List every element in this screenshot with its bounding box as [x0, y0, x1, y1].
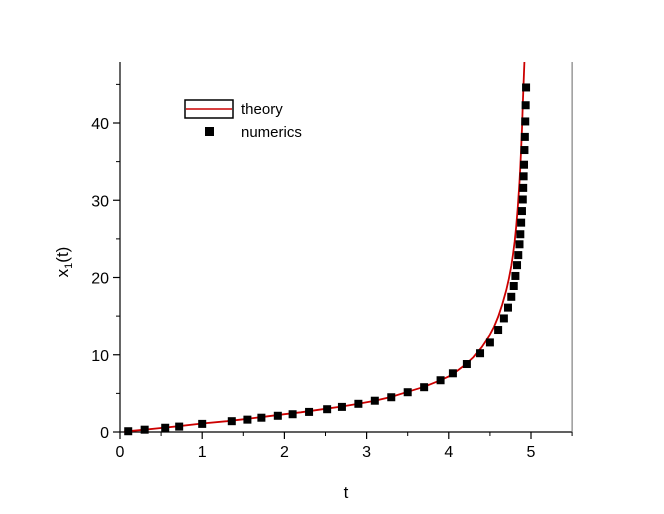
y-tick-label-40: 40 — [91, 116, 109, 133]
y-axis-label: x1(t) — [53, 247, 75, 278]
numerics-marker — [520, 146, 529, 155]
numerics-marker — [499, 314, 508, 323]
numerics-marker — [448, 369, 457, 378]
numerics-marker — [370, 396, 379, 405]
numerics-marker — [494, 326, 503, 335]
numerics-marker — [516, 230, 525, 239]
series-layer — [124, 61, 531, 436]
y-tick-label-0: 0 — [100, 425, 109, 442]
axes — [119, 62, 573, 433]
numerics-marker — [257, 413, 266, 422]
x-tick-label-1: 1 — [198, 444, 207, 461]
numerics-marker — [521, 117, 530, 126]
numerics-marker — [476, 349, 485, 358]
numerics-marker — [354, 399, 363, 408]
numerics-marker — [305, 407, 314, 416]
numerics-marker — [227, 417, 236, 426]
y-tick-label-20: 20 — [91, 271, 109, 288]
numerics-marker — [518, 195, 527, 204]
numerics-marker — [403, 388, 412, 397]
numerics-marker — [515, 240, 524, 249]
x-tick-label-0: 0 — [116, 444, 125, 461]
numerics-marker — [175, 422, 184, 431]
x-tick-label-5: 5 — [527, 444, 536, 461]
y-axis-label-main: x — [53, 268, 72, 277]
numerics-marker — [507, 292, 516, 301]
legend-numerics-marker — [205, 127, 214, 136]
x-tick-label-2: 2 — [280, 444, 289, 461]
numerics-marker — [243, 415, 252, 424]
legend-numerics-label: numerics — [241, 124, 302, 141]
numerics-marker — [513, 261, 522, 270]
y-axis-label-suffix: (t) — [53, 247, 72, 263]
y-axis-label-subscript: 1 — [63, 263, 75, 269]
numerics-marker — [520, 160, 529, 169]
numerics-marker — [485, 338, 494, 347]
legend-theory-label: theory — [241, 101, 283, 118]
legend-theory-swatch — [184, 99, 234, 119]
numerics-marker — [161, 423, 170, 432]
numerics-marker — [517, 207, 526, 216]
numerics-marker — [503, 303, 512, 312]
numerics-marker — [337, 402, 346, 411]
numerics-marker — [387, 393, 396, 402]
numerics-marker — [140, 425, 149, 434]
numerics-marker — [124, 427, 133, 436]
numerics-marker — [420, 383, 429, 392]
numerics-marker — [521, 101, 530, 110]
x-tick-label-3: 3 — [362, 444, 371, 461]
numerics-marker — [462, 360, 471, 369]
numerics-marker — [198, 419, 207, 428]
legend: theory numerics — [184, 99, 302, 141]
numerics-marker — [288, 410, 297, 419]
numerics-marker — [509, 281, 518, 290]
numerics-marker — [519, 172, 528, 181]
numerics-marker — [522, 83, 531, 92]
numerics-marker — [517, 218, 526, 227]
numerics-marker — [519, 183, 528, 192]
ticks: 0 1 2 3 4 5 0 10 20 30 40 — [91, 83, 573, 461]
y-tick-label-30: 30 — [91, 193, 109, 210]
numerics-marker — [520, 132, 529, 141]
numerics-marker — [514, 251, 523, 260]
numerics-marker — [436, 376, 445, 385]
x-axis-label: t — [344, 483, 349, 502]
numerics-marker — [273, 411, 282, 420]
x-tick-label-4: 4 — [444, 444, 453, 461]
numerics-marker — [511, 271, 520, 280]
series-theory-line — [124, 61, 526, 433]
numerics-marker — [323, 405, 332, 414]
y-tick-label-10: 10 — [91, 348, 109, 365]
